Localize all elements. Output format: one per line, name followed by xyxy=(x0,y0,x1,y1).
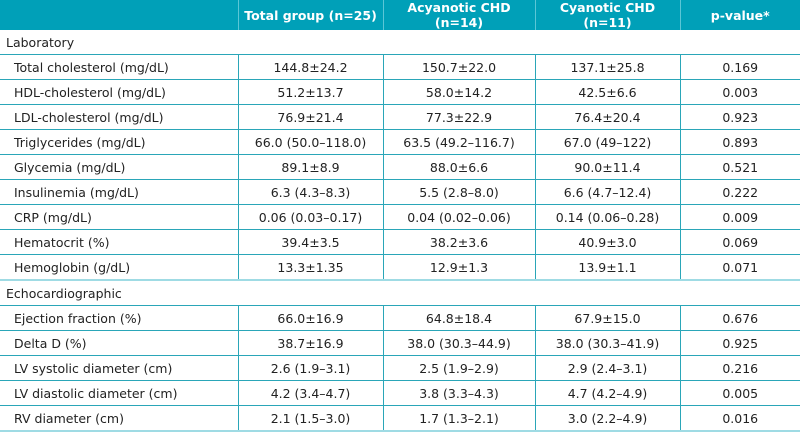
value-cell: 150.7±22.0 xyxy=(382,54,535,80)
value-cell: 88.0±6.6 xyxy=(382,154,535,180)
row-label: LV diastolic diameter (cm) xyxy=(0,380,238,406)
value-cell: 39.4±3.5 xyxy=(237,229,383,255)
value-cell: 51.2±13.7 xyxy=(237,79,383,105)
value-cell: 38.2±3.6 xyxy=(382,229,535,255)
value-cell: 42.5±6.6 xyxy=(534,79,680,105)
value-cell: 89.1±8.9 xyxy=(237,154,383,180)
row-label: Ejection fraction (%) xyxy=(0,305,238,331)
section-row: Echocardiographic xyxy=(0,280,800,306)
header-row: Total group (n=25) Acyanotic CHD (n=14) … xyxy=(0,0,800,30)
section-row: Laboratory xyxy=(0,30,800,55)
row-label: Insulinemia (mg/dL) xyxy=(0,179,238,205)
header-cell xyxy=(0,0,238,30)
header-cell: Total group (n=25) xyxy=(237,0,383,30)
row-label: Hemoglobin (g/dL) xyxy=(0,254,238,281)
value-cell: 0.016 xyxy=(679,405,800,432)
value-cell: 66.0±16.9 xyxy=(237,305,383,331)
value-cell: 0.14 (0.06–0.28) xyxy=(534,204,680,230)
row-label: LDL-cholesterol (mg/dL) xyxy=(0,104,238,130)
value-cell: 76.4±20.4 xyxy=(534,104,680,130)
table-row: CRP (mg/dL) 0.06 (0.03–0.17) 0.04 (0.02–0.… xyxy=(0,204,800,230)
value-cell: 4.2 (3.4–4.7) xyxy=(237,380,383,406)
value-cell: 0.009 xyxy=(679,204,800,230)
value-cell: 144.8±24.2 xyxy=(237,54,383,80)
value-cell: 64.8±18.4 xyxy=(382,305,535,331)
value-cell: 3.0 (2.2–4.9) xyxy=(534,405,680,432)
row-label: HDL-cholesterol (mg/dL) xyxy=(0,79,238,105)
value-cell: 0.676 xyxy=(679,305,800,331)
value-cell: 66.0 (50.0–118.0) xyxy=(237,129,383,155)
table-row: LDL-cholesterol (mg/dL) 76.9±21.4 77.3±22.… xyxy=(0,104,800,130)
header-cell: Acyanotic CHD (n=14) xyxy=(382,0,535,30)
value-cell: 2.1 (1.5–3.0) xyxy=(237,405,383,432)
row-label: Hematocrit (%) xyxy=(0,229,238,255)
value-cell: 0.216 xyxy=(679,355,800,381)
table-row: Glycemia (mg/dL) 89.1±8.9 88.0±6.6 90.0±11.… xyxy=(0,154,800,180)
value-cell: 0.925 xyxy=(679,330,800,356)
value-cell: 0.893 xyxy=(679,129,800,155)
section-title: Laboratory xyxy=(0,30,800,55)
value-cell: 38.0 (30.3–41.9) xyxy=(534,330,680,356)
value-cell: 63.5 (49.2–116.7) xyxy=(382,129,535,155)
table-row: Delta D (%) 38.7±16.9 38.0 (30.3–44.9) 38.0… xyxy=(0,330,800,356)
value-cell: 13.3±1.35 xyxy=(237,254,383,281)
header-cell: p-value* xyxy=(679,0,800,30)
value-cell: 0.222 xyxy=(679,179,800,205)
row-label: Total cholesterol (mg/dL) xyxy=(0,54,238,80)
value-cell: 90.0±11.4 xyxy=(534,154,680,180)
value-cell: 77.3±22.9 xyxy=(382,104,535,130)
value-cell: 0.923 xyxy=(679,104,800,130)
value-cell: 67.9±15.0 xyxy=(534,305,680,331)
value-cell: 2.9 (2.4–3.1) xyxy=(534,355,680,381)
value-cell: 0.169 xyxy=(679,54,800,80)
value-cell: 0.521 xyxy=(679,154,800,180)
value-cell: 58.0±14.2 xyxy=(382,79,535,105)
value-cell: 2.6 (1.9–3.1) xyxy=(237,355,383,381)
value-cell: 0.071 xyxy=(679,254,800,281)
table-row: LV systolic diameter (cm) 2.6 (1.9–3.1) 2.… xyxy=(0,355,800,381)
value-cell: 0.069 xyxy=(679,229,800,255)
section-title: Echocardiographic xyxy=(0,280,800,306)
value-cell: 2.5 (1.9–2.9) xyxy=(382,355,535,381)
value-cell: 0.06 (0.03–0.17) xyxy=(237,204,383,230)
row-label: RV diameter (cm) xyxy=(0,405,238,432)
value-cell: 4.7 (4.2–4.9) xyxy=(534,380,680,406)
table-row: Hemoglobin (g/dL) 13.3±1.35 12.9±1.3 13.9±1… xyxy=(0,254,800,281)
value-cell: 76.9±21.4 xyxy=(237,104,383,130)
value-cell: 0.04 (0.02–0.06) xyxy=(382,204,535,230)
value-cell: 40.9±3.0 xyxy=(534,229,680,255)
value-cell: 137.1±25.8 xyxy=(534,54,680,80)
table-row: HDL-cholesterol (mg/dL) 51.2±13.7 58.0±14.… xyxy=(0,79,800,105)
value-cell: 13.9±1.1 xyxy=(534,254,680,281)
row-label: CRP (mg/dL) xyxy=(0,204,238,230)
row-label: LV systolic diameter (cm) xyxy=(0,355,238,381)
header-cell: Cyanotic CHD (n=11) xyxy=(534,0,680,30)
table-row: RV diameter (cm) 2.1 (1.5–3.0) 1.7 (1.3–2.… xyxy=(0,405,800,432)
value-cell: 67.0 (49–122) xyxy=(534,129,680,155)
row-label: Glycemia (mg/dL) xyxy=(0,154,238,180)
value-cell: 12.9±1.3 xyxy=(382,254,535,281)
table-row: Hematocrit (%) 39.4±3.5 38.2±3.6 40.9±3.0 0.… xyxy=(0,229,800,255)
table-row: Triglycerides (mg/dL) 66.0 (50.0–118.0) 63… xyxy=(0,129,800,155)
table-row: Ejection fraction (%) 66.0±16.9 64.8±18.4 6… xyxy=(0,305,800,331)
table-row: Total cholesterol (mg/dL) 144.8±24.2 150.7… xyxy=(0,54,800,80)
row-label: Triglycerides (mg/dL) xyxy=(0,129,238,155)
row-label: Delta D (%) xyxy=(0,330,238,356)
value-cell: 1.7 (1.3–2.1) xyxy=(382,405,535,432)
value-cell: 5.5 (2.8–8.0) xyxy=(382,179,535,205)
value-cell: 6.3 (4.3–8.3) xyxy=(237,179,383,205)
value-cell: 0.003 xyxy=(679,79,800,105)
value-cell: 0.005 xyxy=(679,380,800,406)
value-cell: 3.8 (3.3–4.3) xyxy=(382,380,535,406)
table-row: Insulinemia (mg/dL) 6.3 (4.3–8.3) 5.5 (2.8… xyxy=(0,179,800,205)
value-cell: 38.7±16.9 xyxy=(237,330,383,356)
value-cell: 38.0 (30.3–44.9) xyxy=(382,330,535,356)
table-row: LV diastolic diameter (cm) 4.2 (3.4–4.7) 3… xyxy=(0,380,800,406)
value-cell: 6.6 (4.7–12.4) xyxy=(534,179,680,205)
